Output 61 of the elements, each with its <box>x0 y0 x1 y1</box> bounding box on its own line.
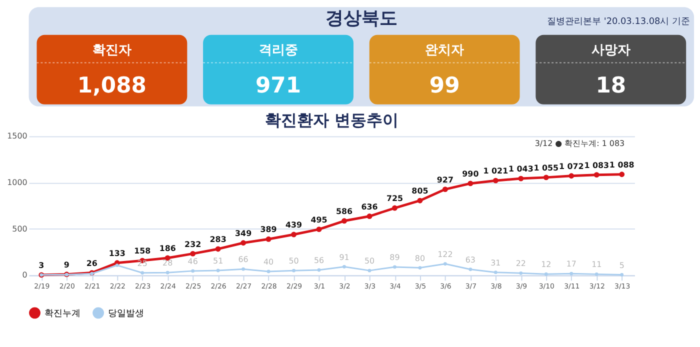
data-label: 89 <box>390 253 400 262</box>
data-label: 91 <box>339 252 350 262</box>
y-tick-label: 0 <box>22 270 28 280</box>
data-label: 56 <box>314 256 324 266</box>
data-label: 439 <box>285 220 303 230</box>
data-label: 80 <box>414 254 426 263</box>
data-label: 990 <box>462 170 480 179</box>
chart-title: 확진환자 변동추이 <box>264 110 398 130</box>
data-label: 12 <box>541 260 552 270</box>
data-label: 805 <box>412 186 428 196</box>
legend-label: 확진누계 <box>44 308 81 319</box>
data-label: 50 <box>288 256 299 266</box>
data-label: 122 <box>438 250 453 259</box>
data-label: 22 <box>516 259 526 268</box>
data-label: 1 072 <box>558 162 584 171</box>
data-label: 31 <box>490 258 501 268</box>
data-label: 725 <box>386 194 404 204</box>
category-label: 사망자 <box>591 42 630 58</box>
data-label: 1 088 <box>609 160 635 170</box>
category-label: 확진자 <box>92 42 132 58</box>
text: 99 <box>429 74 460 99</box>
data-label: 1 043 <box>508 164 534 174</box>
data-label: 28 <box>162 258 173 268</box>
data-label: 1 083 <box>584 160 610 170</box>
legend-label: 당일발생 <box>108 308 144 319</box>
text: 18 <box>596 74 626 99</box>
y-tick-label: 1000 <box>7 178 28 188</box>
data-label: 66 <box>238 255 248 264</box>
data-label: 26 <box>86 258 98 268</box>
data-label: 495 <box>310 215 328 224</box>
data-label: 636 <box>361 202 378 212</box>
data-label: 158 <box>134 246 152 256</box>
annotation: 3/12 ● 확진누계: 1 083 <box>534 139 625 148</box>
data-label: 3 <box>38 260 44 270</box>
text: 질병관리본부 '20.03.13.08시 기준 <box>547 17 690 27</box>
data-label: 283 <box>210 235 226 244</box>
data-label: 11 <box>592 260 602 270</box>
data-label: 63 <box>465 255 476 264</box>
text: 971 <box>255 74 302 99</box>
data-label: 232 <box>184 240 202 249</box>
data-label: 51 <box>213 256 224 266</box>
data-label: 40 <box>263 258 274 267</box>
text: 경상북도 <box>325 8 398 29</box>
data-label: 50 <box>364 256 375 266</box>
data-label: 133 <box>108 248 126 258</box>
data-label: 1 055 <box>534 163 559 172</box>
data-label: 1 021 <box>483 166 508 176</box>
data-label: 927 <box>436 175 454 184</box>
category-label: 완치자 <box>425 42 464 58</box>
data-label: 586 <box>336 206 354 216</box>
y-tick-label: 1500 <box>7 132 28 141</box>
data-label: 389 <box>260 225 278 234</box>
data-label: 17 <box>566 260 576 269</box>
y-tick-label: 500 <box>12 224 28 234</box>
text: 1,088 <box>77 74 146 99</box>
data-label: 46 <box>188 256 198 266</box>
data-label: 349 <box>235 228 252 238</box>
data-label: 5 <box>619 260 624 270</box>
data-label: 9 <box>64 260 70 270</box>
category-label: 격리중 <box>258 42 298 58</box>
data-label: 186 <box>159 244 176 254</box>
